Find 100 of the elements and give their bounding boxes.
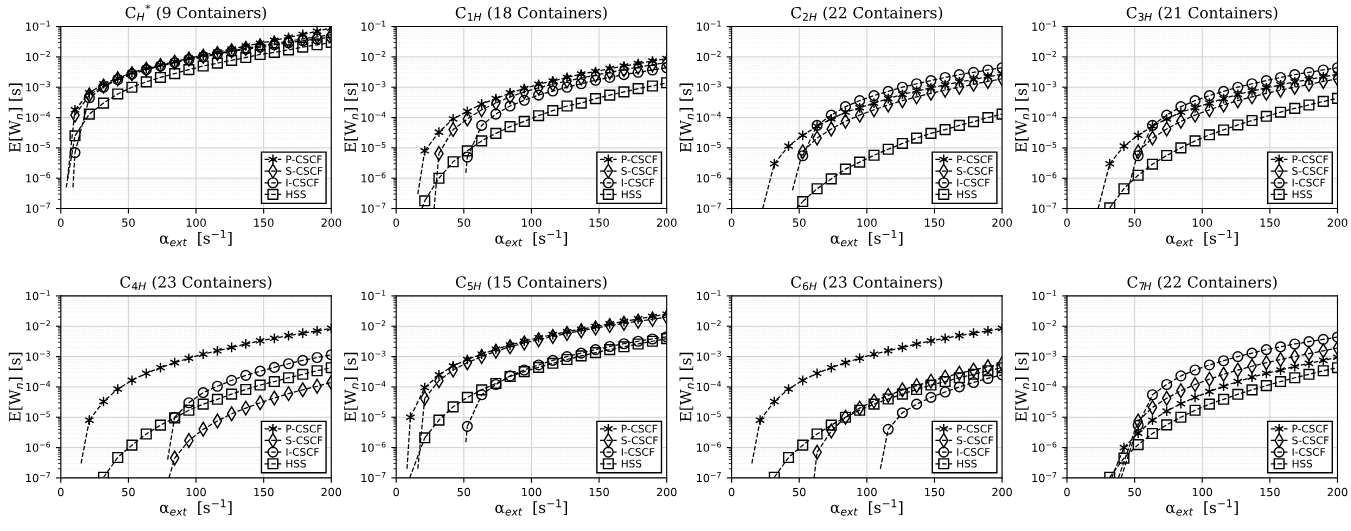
y-axis-title: E[W$_{n}$] [s] <box>344 352 359 422</box>
x-tick-label: 150 <box>925 487 945 497</box>
x-tick-label: 50 <box>793 218 806 227</box>
x-tick-label: 200 <box>656 487 677 497</box>
y-tick-label: 10$^{−6}$ <box>26 441 51 452</box>
y-tick-label: 10$^{−3}$ <box>696 350 721 361</box>
chart-title: C$_{4H}$ (23 Containers) <box>120 275 272 291</box>
y-tick-label: 10$^{−7}$ <box>1032 202 1057 213</box>
x-axis-title: α$_{ext}$ [s$^{−1}$] <box>830 229 903 247</box>
x-tick-label: 200 <box>656 218 677 227</box>
legend-label: I-CSCF <box>621 448 655 456</box>
y-tick-label: 10$^{−6}$ <box>26 172 51 183</box>
legend-label: HSS <box>1292 190 1313 199</box>
y-tick-label: 10$^{−4}$ <box>361 381 386 392</box>
y-tick-label: 10$^{−3}$ <box>361 81 386 92</box>
y-tick-label: 10$^{−7}$ <box>26 472 51 483</box>
y-tick-label: 10$^{−1}$ <box>26 290 50 301</box>
chart-title: C$_{3H}$ (21 Containers) <box>1126 6 1278 21</box>
x-tick-label: 0 <box>728 218 735 227</box>
legend-label: HSS <box>1292 459 1313 468</box>
chart-title: C$_{5H}$ (15 Containers) <box>455 275 607 291</box>
y-axis-title: E[W$_{n}$] [s] <box>344 83 359 153</box>
y-tick-label: 10$^{−4}$ <box>1032 111 1057 122</box>
x-axis-title: α$_{ext}$ [s$^{−1}$] <box>495 499 568 516</box>
legend-label: S-CSCF <box>621 436 658 445</box>
x-tick-label: 0 <box>728 487 735 497</box>
y-tick-label: 10$^{−1}$ <box>1032 20 1057 31</box>
x-tick-label: 100 <box>857 487 877 497</box>
y-tick-label: 10$^{−6}$ <box>1032 441 1057 452</box>
x-tick-label: 0 <box>393 218 399 227</box>
y-tick-label: 10$^{−7}$ <box>361 202 386 213</box>
x-axis-title: α$_{ext}$ [s$^{−1}$] <box>1166 499 1238 516</box>
x-tick-label: 0 <box>1064 487 1070 497</box>
x-tick-label: 150 <box>589 218 609 227</box>
y-tick-label: 10$^{−5}$ <box>1032 411 1057 422</box>
x-tick-label: 50 <box>1128 487 1141 497</box>
x-tick-label: 50 <box>457 218 471 227</box>
y-tick-label: 10$^{−1}$ <box>361 20 386 31</box>
y-tick-label: 10$^{−1}$ <box>696 20 721 31</box>
x-tick-label: 200 <box>992 218 1012 227</box>
y-tick-label: 10$^{−4}$ <box>1032 381 1057 392</box>
y-axis-title: E[W$_{n}$] [s] <box>1014 83 1030 153</box>
y-axis-title: E[W$_{n}$] [s] <box>8 83 23 153</box>
x-tick-label: 0 <box>1064 218 1070 227</box>
x-tick-label: 150 <box>1260 218 1280 227</box>
y-tick-label: 10$^{−6}$ <box>696 172 721 183</box>
x-tick-label: 200 <box>1327 487 1348 497</box>
legend-label: I-CSCF <box>286 448 319 456</box>
legend-label: I-CSCF <box>957 178 990 187</box>
y-tick-label: 10$^{−1}$ <box>361 290 386 301</box>
legend-label: S-CSCF <box>621 167 658 175</box>
x-axis-title: α$_{ext}$ [s$^{−1}$] <box>159 499 232 516</box>
legend-label: S-CSCF <box>1292 436 1329 445</box>
legend-label: P-CSCF <box>286 155 322 164</box>
legend-label: I-CSCF <box>1292 448 1326 456</box>
x-tick-label: 150 <box>925 218 945 227</box>
y-tick-label: 10$^{−7}$ <box>361 472 386 483</box>
y-tick-label: 10$^{−2}$ <box>696 320 721 331</box>
legend-label: P-CSCF <box>1292 424 1328 433</box>
x-tick-label: 50 <box>122 487 135 497</box>
x-axis-title: α$_{ext}$ [s$^{−1}$] <box>1166 229 1238 247</box>
x-tick-label: 100 <box>857 218 877 227</box>
x-tick-label: 150 <box>589 487 609 497</box>
y-tick-label: 10$^{−6}$ <box>361 172 386 183</box>
x-tick-label: 200 <box>321 487 342 497</box>
y-tick-label: 10$^{−3}$ <box>1032 81 1057 92</box>
legend-label: I-CSCF <box>957 448 990 456</box>
x-tick-label: 100 <box>1192 487 1213 497</box>
x-tick-label: 100 <box>522 487 542 497</box>
y-tick-label: 10$^{−2}$ <box>26 320 50 331</box>
legend-label: P-CSCF <box>621 424 658 433</box>
x-tick-label: 50 <box>1128 218 1141 227</box>
y-tick-label: 10$^{−4}$ <box>26 111 51 122</box>
legend-label: S-CSCF <box>1292 167 1329 175</box>
y-tick-label: 10$^{−6}$ <box>361 441 386 452</box>
legend-label: S-CSCF <box>956 167 994 175</box>
x-tick-label: 150 <box>254 487 274 497</box>
x-axis-title: α$_{ext}$ [s$^{−1}$] <box>495 229 568 247</box>
x-tick-label: 150 <box>254 218 274 227</box>
y-tick-label: 10$^{−2}$ <box>1032 320 1057 331</box>
y-tick-label: 10$^{−2}$ <box>361 50 386 62</box>
x-tick-label: 50 <box>793 487 806 497</box>
legend-label: HSS <box>286 190 306 199</box>
x-tick-label: 0 <box>393 487 399 497</box>
y-tick-label: 10$^{−2}$ <box>361 320 386 331</box>
y-tick-label: 10$^{−3}$ <box>696 81 721 92</box>
x-axis-title: α$_{ext}$ [s$^{−1}$] <box>830 499 903 516</box>
y-tick-label: 10$^{−2}$ <box>26 50 50 62</box>
y-tick-label: 10$^{−3}$ <box>26 81 51 92</box>
chart-title: C$_{1H}$ (18 Containers) <box>455 6 607 21</box>
x-tick-label: 100 <box>522 218 542 227</box>
x-tick-label: 0 <box>57 218 64 227</box>
y-tick-label: 10$^{−7}$ <box>1032 472 1057 483</box>
y-tick-label: 10$^{−5}$ <box>696 142 721 153</box>
legend-label: HSS <box>621 190 642 199</box>
y-tick-label: 10$^{−6}$ <box>1032 172 1057 183</box>
x-tick-label: 200 <box>992 487 1012 497</box>
x-tick-label: 50 <box>122 218 135 227</box>
x-tick-label: 100 <box>1192 218 1213 227</box>
legend-label: P-CSCF <box>286 424 322 433</box>
